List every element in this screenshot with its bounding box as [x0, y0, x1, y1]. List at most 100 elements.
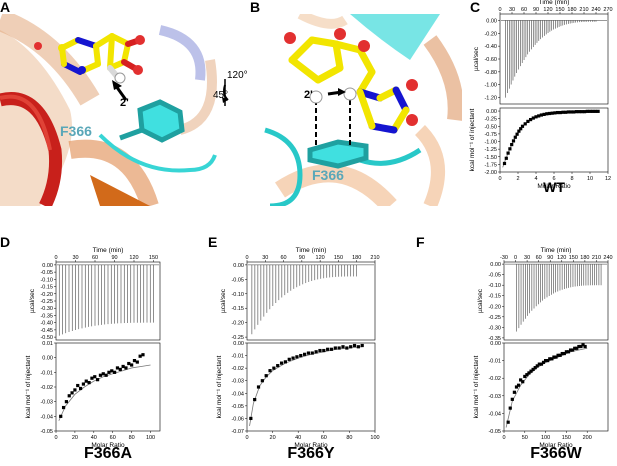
- molar-ratio-axis-label: Molar Ratio: [539, 442, 573, 449]
- y-tick-label: 0.00: [490, 262, 501, 268]
- data-point: [564, 110, 568, 114]
- data-point: [512, 390, 516, 394]
- y-tick-label: -0.10: [231, 292, 244, 298]
- ucal-axis-label: µcal/sec: [220, 288, 227, 313]
- data-point: [78, 386, 83, 391]
- x-tick-label: 60: [110, 435, 116, 441]
- x-tick-label: 90: [547, 255, 553, 261]
- ucal-axis-label: µcal/sec: [477, 288, 484, 313]
- data-point: [314, 350, 318, 354]
- y-tick-label: -1.75: [484, 162, 497, 168]
- y-tick-label: -0.01: [40, 370, 53, 376]
- data-point: [76, 383, 80, 388]
- data-point: [104, 373, 108, 377]
- y-tick-label: -0.05: [40, 429, 53, 435]
- data-point: [560, 351, 564, 356]
- y-tick-label: -0.01: [231, 354, 244, 360]
- x-tick-label: 0: [245, 435, 248, 441]
- data-point: [558, 110, 562, 115]
- y-tick-label: 0.00: [486, 109, 497, 115]
- x-tick-label: 60: [321, 435, 327, 441]
- y-tick-label: -0.45: [40, 328, 53, 334]
- x-tick-label: 0: [54, 255, 57, 261]
- x-tick-label: 0: [498, 176, 501, 182]
- y-tick-label: -0.60: [484, 57, 497, 63]
- data-point: [550, 357, 554, 361]
- data-point: [580, 110, 584, 114]
- y-tick-label: -0.20: [40, 292, 53, 298]
- data-point: [575, 346, 579, 350]
- data-point: [107, 370, 111, 374]
- data-point: [523, 374, 527, 379]
- y-tick-label: -0.25: [484, 117, 497, 123]
- x-tick-label: 20: [270, 435, 276, 441]
- y-tick-label: -0.10: [488, 283, 501, 289]
- y-tick-label: 0.00: [42, 263, 53, 269]
- data-point: [352, 343, 357, 348]
- data-point: [558, 353, 562, 357]
- x-tick-label: 2: [516, 176, 519, 182]
- y-tick-label: -0.15: [231, 306, 244, 312]
- data-point: [96, 378, 100, 382]
- x-tick-label: 210: [370, 255, 379, 261]
- data-point: [333, 346, 337, 350]
- position-label-b: 2': [304, 89, 313, 101]
- x-tick-label: 90: [111, 255, 117, 261]
- data-point: [360, 343, 364, 348]
- data-point: [256, 385, 261, 389]
- y-tick-label: -0.15: [488, 294, 501, 300]
- data-point: [101, 372, 105, 376]
- y-tick-label: -0.04: [488, 411, 501, 417]
- y-tick-label: -0.35: [40, 313, 53, 319]
- x-tick-label: 200: [583, 435, 592, 441]
- y-tick-label: -0.03: [488, 394, 501, 400]
- data-point: [132, 359, 137, 363]
- data-point: [526, 119, 530, 124]
- data-point: [561, 110, 565, 114]
- data-point: [539, 113, 543, 117]
- data-point: [533, 366, 537, 370]
- data-point: [531, 367, 535, 371]
- data-point: [508, 147, 512, 151]
- x-tick-label: 150: [149, 255, 158, 261]
- data-point: [539, 362, 544, 366]
- y-tick-label: -0.25: [231, 335, 244, 341]
- data-point: [523, 122, 527, 126]
- data-point: [345, 346, 349, 350]
- x-tick-label: 30: [524, 255, 530, 261]
- kcal-axis-label: kcal mol⁻¹ of injectant: [469, 108, 476, 171]
- data-point: [118, 367, 122, 371]
- panel-label-f: F: [416, 234, 425, 250]
- isotherm-frame: [503, 342, 609, 432]
- data-point: [544, 359, 548, 363]
- x-tick-label: 150: [334, 255, 343, 261]
- x-tick-label: 8: [570, 176, 573, 182]
- panel-label-e: E: [208, 234, 217, 250]
- data-point: [322, 348, 326, 353]
- x-tick-label: 0: [245, 255, 248, 261]
- data-point: [341, 345, 345, 349]
- y-tick-label: -0.07: [231, 429, 244, 435]
- x-tick-label: 30: [262, 255, 268, 261]
- x-tick-label: 60: [92, 255, 98, 261]
- x-tick-label: 4: [534, 176, 537, 182]
- data-point: [141, 353, 145, 357]
- data-point: [113, 370, 117, 374]
- kcal-axis-label: kcal mol⁻¹ of injectant: [473, 355, 480, 418]
- y-tick-label: -0.35: [488, 336, 501, 342]
- data-point: [588, 109, 592, 113]
- data-point: [306, 351, 311, 355]
- structure-panel-a: 2' F366: [0, 14, 220, 206]
- data-point: [268, 369, 272, 373]
- x-tick-label: 120: [557, 255, 566, 261]
- data-point: [579, 344, 583, 349]
- x-tick-label: 80: [346, 435, 352, 441]
- x-tick-label: 150: [562, 435, 571, 441]
- y-tick-label: -1.25: [484, 147, 497, 153]
- y-tick-label: -0.25: [40, 299, 53, 305]
- x-tick-label: 100: [146, 435, 155, 441]
- data-point: [534, 115, 538, 119]
- data-point: [516, 383, 521, 387]
- data-point: [513, 135, 517, 139]
